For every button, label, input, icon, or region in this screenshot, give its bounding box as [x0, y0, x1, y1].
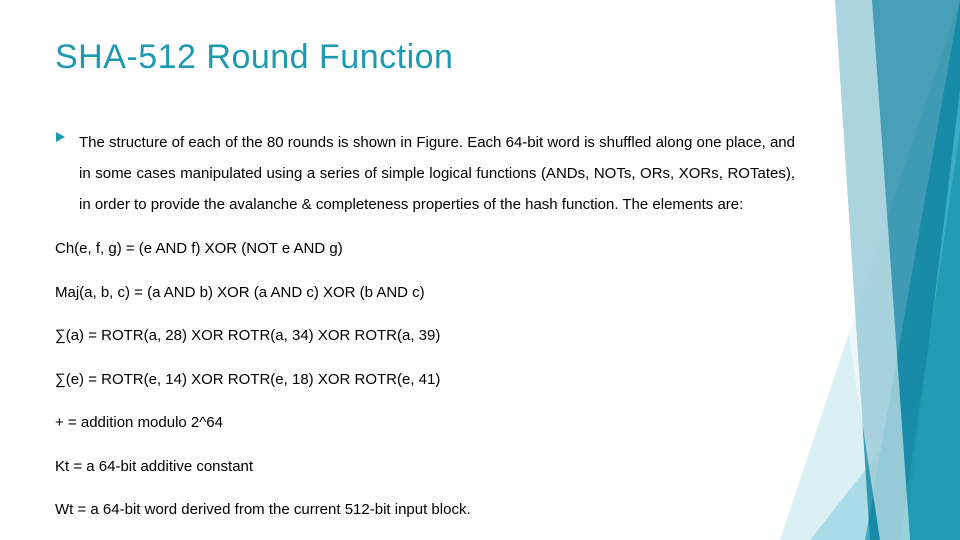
bullet-arrow-icon: [55, 131, 67, 143]
bullet-paragraph: The structure of each of the 80 rounds i…: [79, 128, 795, 220]
slide: SHA-512 Round Function The structure of …: [0, 0, 960, 540]
equation-line: Ch(e, f, g) = (e AND f) XOR (NOT e AND g…: [55, 235, 795, 264]
slide-title: SHA-512 Round Function: [55, 38, 453, 77]
slide-content: The structure of each of the 80 rounds i…: [55, 128, 795, 525]
equation-lines: Ch(e, f, g) = (e AND f) XOR (NOT e AND g…: [55, 235, 795, 525]
bullet-item: The structure of each of the 80 rounds i…: [55, 128, 795, 220]
equation-line: ∑(a) = ROTR(a, 28) XOR ROTR(a, 34) XOR R…: [55, 322, 795, 351]
equation-line: Kt = a 64-bit additive constant: [55, 453, 795, 482]
equation-line: Maj(a, b, c) = (a AND b) XOR (a AND c) X…: [55, 279, 795, 308]
equation-line: + = addition modulo 2^64: [55, 409, 795, 438]
equation-line: Wt = a 64-bit word derived from the curr…: [55, 496, 795, 525]
equation-line: ∑(e) = ROTR(e, 14) XOR ROTR(e, 18) XOR R…: [55, 366, 795, 395]
